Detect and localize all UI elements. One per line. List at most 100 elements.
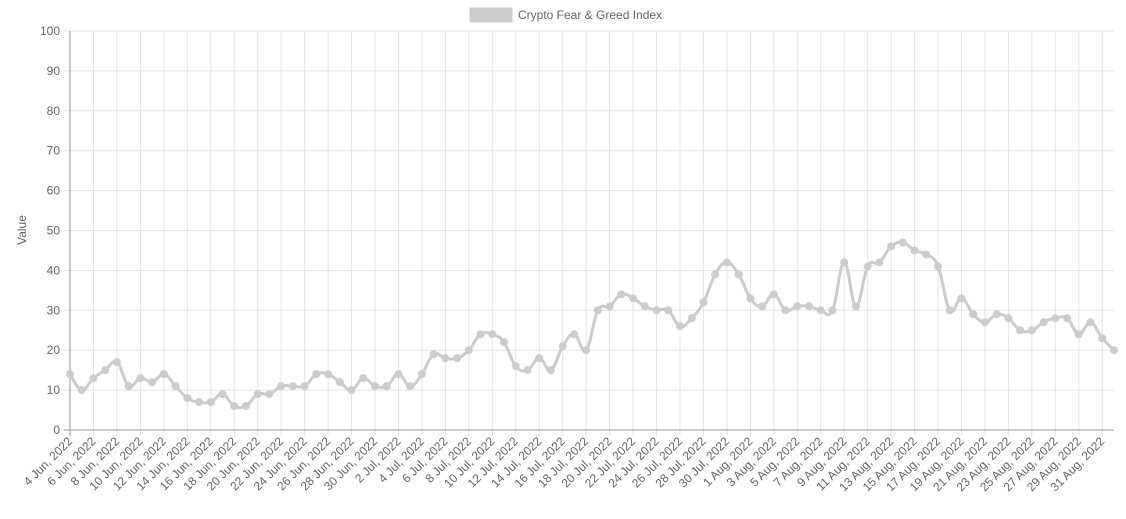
- data-point[interactable]: [218, 390, 227, 399]
- data-point[interactable]: [875, 258, 884, 267]
- y-tick-label: 20: [47, 343, 61, 357]
- data-point[interactable]: [722, 258, 731, 267]
- data-point[interactable]: [1074, 330, 1083, 339]
- data-point[interactable]: [840, 258, 849, 267]
- data-point[interactable]: [675, 322, 684, 331]
- data-point[interactable]: [230, 402, 239, 411]
- data-point[interactable]: [992, 310, 1001, 319]
- data-point[interactable]: [89, 374, 98, 383]
- data-point[interactable]: [652, 306, 661, 315]
- data-point[interactable]: [781, 306, 790, 315]
- data-point[interactable]: [1098, 334, 1107, 343]
- data-point[interactable]: [347, 386, 356, 395]
- data-point[interactable]: [687, 314, 696, 323]
- data-point[interactable]: [382, 382, 391, 391]
- data-point[interactable]: [1063, 314, 1072, 323]
- data-point[interactable]: [488, 330, 497, 339]
- data-point[interactable]: [957, 294, 966, 303]
- y-tick-label: 80: [47, 104, 61, 118]
- data-point[interactable]: [523, 366, 532, 375]
- data-point[interactable]: [558, 342, 567, 351]
- data-point[interactable]: [570, 330, 579, 339]
- data-point[interactable]: [300, 382, 309, 391]
- data-point[interactable]: [441, 354, 450, 363]
- data-point[interactable]: [1110, 346, 1118, 355]
- data-point[interactable]: [934, 262, 943, 271]
- data-point[interactable]: [206, 398, 215, 407]
- data-point[interactable]: [1086, 318, 1095, 327]
- data-point[interactable]: [1004, 314, 1013, 323]
- data-point[interactable]: [769, 290, 778, 299]
- data-point[interactable]: [253, 390, 262, 399]
- data-point[interactable]: [101, 366, 110, 375]
- data-point[interactable]: [898, 238, 907, 247]
- data-point[interactable]: [195, 398, 204, 407]
- data-point[interactable]: [500, 338, 509, 347]
- data-point[interactable]: [265, 390, 274, 399]
- data-point[interactable]: [887, 242, 896, 251]
- data-point[interactable]: [758, 302, 767, 311]
- data-point[interactable]: [664, 306, 673, 315]
- data-point[interactable]: [124, 382, 133, 391]
- data-point[interactable]: [511, 362, 520, 371]
- data-point[interactable]: [746, 294, 755, 303]
- data-point[interactable]: [476, 330, 485, 339]
- data-point[interactable]: [335, 378, 344, 387]
- data-point[interactable]: [980, 318, 989, 327]
- data-point[interactable]: [171, 382, 180, 391]
- data-point[interactable]: [922, 250, 931, 259]
- y-tick-label: 50: [47, 224, 61, 238]
- data-point[interactable]: [828, 306, 837, 315]
- data-point[interactable]: [805, 302, 814, 311]
- data-point[interactable]: [617, 290, 626, 299]
- data-point[interactable]: [359, 374, 368, 383]
- data-point[interactable]: [324, 370, 333, 379]
- legend[interactable]: Crypto Fear & Greed Index: [469, 7, 662, 23]
- data-point[interactable]: [1051, 314, 1060, 323]
- data-point[interactable]: [406, 382, 415, 391]
- data-point[interactable]: [816, 306, 825, 315]
- data-point[interactable]: [1039, 318, 1048, 327]
- data-point[interactable]: [159, 370, 168, 379]
- data-point[interactable]: [417, 370, 426, 379]
- data-point[interactable]: [136, 374, 145, 383]
- data-point[interactable]: [605, 302, 614, 311]
- data-point[interactable]: [546, 366, 555, 375]
- data-point[interactable]: [183, 394, 192, 403]
- data-point[interactable]: [429, 350, 438, 359]
- data-point[interactable]: [370, 382, 379, 391]
- data-point[interactable]: [910, 246, 919, 255]
- data-point[interactable]: [535, 354, 544, 363]
- grid-lines: [64, 30, 1114, 436]
- data-point[interactable]: [148, 378, 157, 387]
- data-point[interactable]: [593, 306, 602, 315]
- data-point[interactable]: [312, 370, 321, 379]
- data-point[interactable]: [711, 270, 720, 279]
- data-point[interactable]: [66, 370, 74, 379]
- data-point[interactable]: [288, 382, 297, 391]
- data-point[interactable]: [793, 302, 802, 311]
- data-point[interactable]: [394, 370, 403, 379]
- data-point[interactable]: [241, 402, 250, 411]
- data-point[interactable]: [969, 310, 978, 319]
- data-point[interactable]: [863, 262, 872, 271]
- legend-swatch: [469, 7, 513, 23]
- y-tick-label: 30: [47, 303, 61, 317]
- data-point[interactable]: [629, 294, 638, 303]
- data-point[interactable]: [699, 298, 708, 307]
- data-point[interactable]: [464, 346, 473, 355]
- data-point[interactable]: [734, 270, 743, 279]
- data-point[interactable]: [945, 306, 954, 315]
- data-point[interactable]: [640, 302, 649, 311]
- data-point[interactable]: [1027, 326, 1036, 335]
- data-point[interactable]: [851, 302, 860, 311]
- data-point[interactable]: [77, 386, 86, 395]
- data-point[interactable]: [277, 382, 286, 391]
- data-point[interactable]: [1016, 326, 1025, 335]
- data-point[interactable]: [453, 354, 462, 363]
- data-point[interactable]: [582, 346, 591, 355]
- data-point[interactable]: [112, 358, 121, 367]
